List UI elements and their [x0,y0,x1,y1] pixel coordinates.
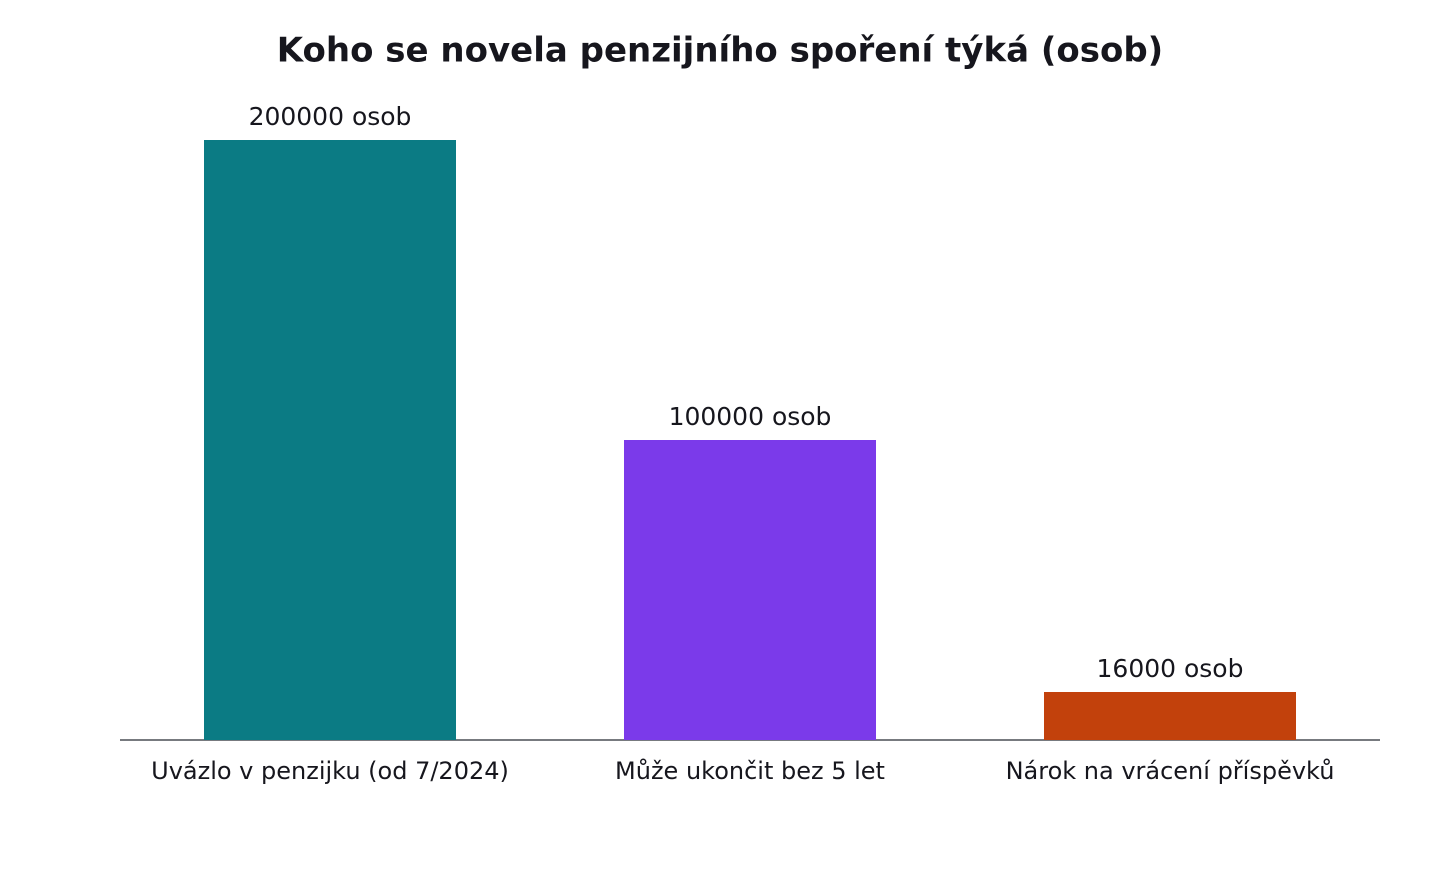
bar [1044,692,1296,740]
x-tick-label: Uvázlo v penzijku (od 7/2024) [151,757,509,785]
value-label: 200000 osob [249,102,412,131]
x-tick-label: Může ukončit bez 5 let [615,757,885,785]
bar [204,140,456,740]
bar [624,440,876,740]
chart-title: Koho se novela penzijního spoření týká (… [277,31,1163,71]
value-label: 100000 osob [669,402,832,431]
x-tick-label: Nárok na vrácení příspěvků [1006,757,1335,785]
value-label: 16000 osob [1097,654,1244,683]
